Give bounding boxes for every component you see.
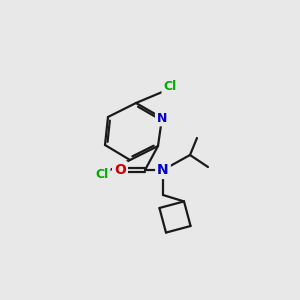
Text: O: O [114, 163, 126, 177]
Text: Cl: Cl [164, 80, 177, 94]
Text: N: N [157, 112, 167, 124]
Text: N: N [157, 163, 169, 177]
Text: Cl: Cl [95, 169, 109, 182]
